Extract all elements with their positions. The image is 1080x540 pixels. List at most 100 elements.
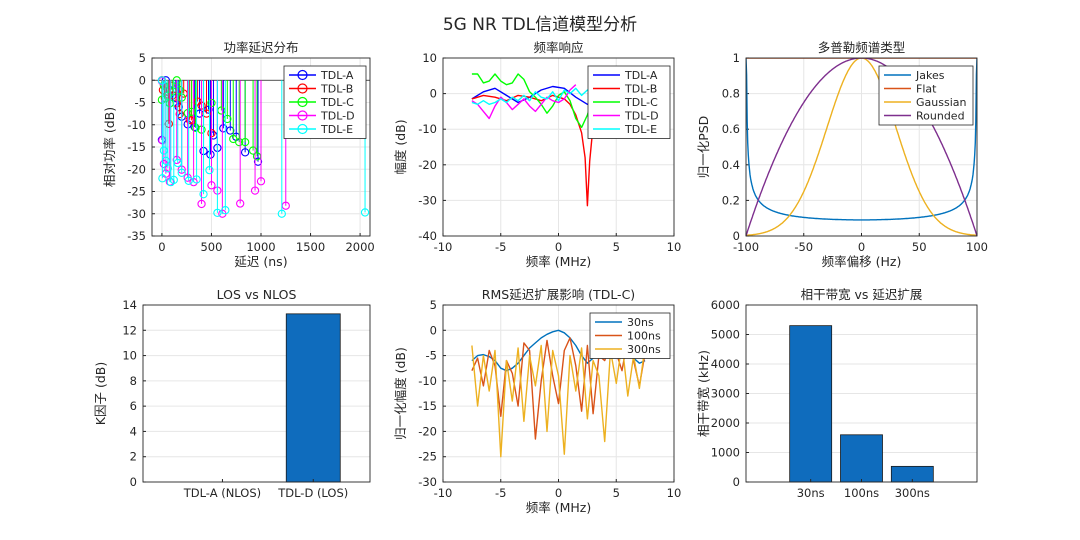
stem-series-group [152,76,370,218]
y-axis-label: 归一化PSD [696,116,711,179]
stem-marker [213,208,222,218]
y-tick-label: -20 [127,162,146,176]
legend-marker [297,83,308,94]
stem-marker [177,168,186,177]
axes-box [442,304,675,483]
subplot-pdp: 功率延迟分布 -35 -30 -25 -20 -15 -10 -5 0 5 0 500 1000 1500… [102,40,375,269]
line-series-group [746,58,977,236]
y-axis-label: K因子 (dB) [93,362,108,425]
x-axis-label: 频率 (MHz) [526,500,591,515]
legend-label: Flat [916,83,937,96]
stem-marker [190,122,199,132]
y-tick-label: -30 [127,207,146,221]
y-tick-label: 10 [422,51,437,65]
stem-marker [235,137,244,147]
x-tick-label: 1500 [296,240,325,254]
legend-label: Jakes [915,69,945,82]
y-tick-label: 0 [430,323,437,337]
stem-marker [199,190,208,199]
x-tick-label: -10 [434,486,453,500]
y-tick-label: 14 [122,298,137,312]
x-tick-label: -100 [733,240,759,254]
x-tick-label: 100ns [844,486,879,500]
stem-marker [207,181,216,190]
bar-group [285,313,341,483]
y-tick-label: -20 [418,424,437,438]
y-tick-label: 0.2 [722,193,740,207]
x-tick-label: 5 [613,240,620,254]
legend-label: 100ns [627,330,661,343]
legend-label: 30ns [627,316,654,329]
y-tick-label: 0 [430,87,437,101]
subplot-title: 功率延迟分布 [223,40,298,55]
stem-marker [175,85,184,95]
x-tick-label: 0 [555,240,562,254]
y-tick-label: 0 [130,475,137,489]
stem-marker [223,114,232,124]
x-tick-label: 5 [613,486,620,500]
y-tick-label: 8 [130,374,137,388]
x-tick-label: 50 [912,240,927,254]
subplot-title: RMS延迟扩展影响 (TDL-C) [482,287,635,302]
bar [789,325,833,483]
x-tick-label: 10 [667,240,682,254]
x-tick-label: -50 [794,240,813,254]
stem-marker [175,109,184,119]
stem-marker [164,119,173,129]
stem-marker [191,123,200,133]
y-axis-label: 相干带宽 (kHz) [696,350,711,437]
series-line-Jakes [746,58,977,221]
legend-label: Gaussian [916,96,966,109]
subplot-title: 相干带宽 vs 延迟扩展 [801,287,923,302]
legend-label: TDL-B [624,83,657,96]
stem-marker [253,157,263,166]
y-tick-label: -30 [418,193,437,207]
y-axis-label: 归一化幅度 (dB) [393,347,408,440]
legend-label: TDL-E [624,123,657,136]
series-line-TDL-C [471,73,605,129]
y-tick-label: 1 [733,51,740,65]
x-tick-label: 100 [966,240,988,254]
legend-label: 300ns [627,343,661,356]
legend-label: TDL-C [624,96,658,109]
y-tick-label: 2 [130,450,137,464]
x-tick-label: 30ns [797,486,825,500]
y-tick-label: 5000 [711,328,740,342]
stem-marker [202,109,211,118]
y-tick-label: 12 [122,323,137,337]
y-tick-label: 5 [430,298,437,312]
x-tick-label: 0 [858,240,865,254]
y-tick-label: 0 [139,73,146,87]
y-tick-label: 4000 [711,357,740,371]
stem-marker [161,156,171,165]
subplot-title: 多普勒频谱类型 [818,40,906,55]
axes-box [442,57,675,237]
legend-label: Rounded [916,110,965,123]
y-tick-label: 10 [122,349,137,363]
series-line-Gaussian [746,58,977,236]
x-tick-label: 1000 [246,240,275,254]
stem-marker [360,208,370,217]
bar [285,313,341,483]
x-tick-label: -5 [495,486,506,500]
y-tick-label: 0 [733,475,740,489]
subplot-title: LOS vs NLOS [217,287,297,302]
x-tick-label: TDL-A (NLOS) [183,486,261,500]
stem-marker [206,150,215,159]
x-tick-label: 300ns [895,486,930,500]
series-line-Rounded [746,58,977,236]
stem-marker [277,209,286,218]
stem-marker [256,177,266,186]
subplot-title: 频率响应 [533,40,583,55]
x-axis-label: 频率 (MHz) [526,254,591,269]
y-tick-label: -5 [135,96,146,110]
y-tick-label: -35 [127,229,146,243]
x-tick-label: 10 [667,486,682,500]
legend-marker [297,69,308,81]
legend-label: TDL-A [320,69,354,82]
subplot-coherence: 相干带宽 vs 延迟扩展 0 1000 2000 3000 4000 5000 6000 相干带… [696,287,978,500]
subplot-rms: RMS延迟扩展影响 (TDL-C) -30 -25 -20 -15 -10 -5 0 5 -10 -… [393,287,681,515]
